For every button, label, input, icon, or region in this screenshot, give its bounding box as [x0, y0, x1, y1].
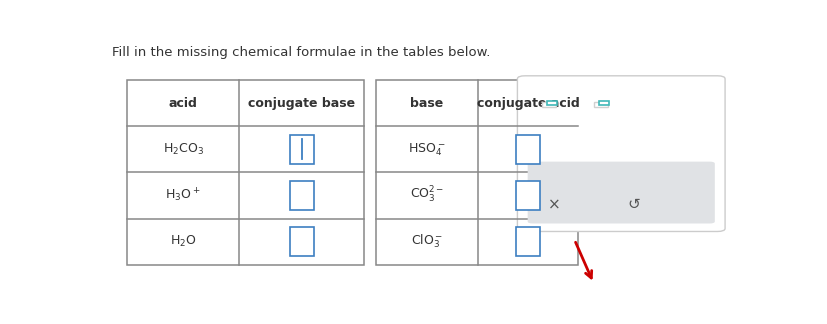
- Bar: [127, 80, 364, 265]
- Text: $\mathrm{HSO_4^-}$: $\mathrm{HSO_4^-}$: [409, 141, 446, 157]
- Text: base: base: [410, 97, 443, 110]
- Text: conjugate base: conjugate base: [248, 97, 356, 110]
- Text: $\mathrm{H_2O}$: $\mathrm{H_2O}$: [170, 234, 197, 249]
- Bar: [516, 227, 539, 256]
- Bar: [543, 102, 557, 107]
- Text: $\mathrm{ClO_3^-}$: $\mathrm{ClO_3^-}$: [411, 233, 443, 250]
- FancyBboxPatch shape: [518, 76, 725, 231]
- Text: ×: ×: [547, 197, 561, 212]
- Bar: [289, 227, 314, 256]
- Text: Fill in the missing chemical formulae in the tables below.: Fill in the missing chemical formulae in…: [112, 46, 490, 59]
- Text: $\mathrm{H_3O^+}$: $\mathrm{H_3O^+}$: [165, 187, 201, 204]
- Text: acid: acid: [169, 97, 198, 110]
- Bar: [516, 135, 539, 164]
- Bar: [547, 101, 557, 105]
- Bar: [375, 80, 577, 265]
- FancyBboxPatch shape: [528, 162, 715, 224]
- Text: $\mathrm{H_2CO_3}$: $\mathrm{H_2CO_3}$: [163, 142, 203, 157]
- Bar: [289, 181, 314, 210]
- Text: $\mathrm{CO_3^{2-}}$: $\mathrm{CO_3^{2-}}$: [410, 185, 444, 205]
- Bar: [289, 135, 314, 164]
- Bar: [600, 101, 609, 105]
- Bar: [516, 181, 539, 210]
- Text: ↺: ↺: [628, 197, 640, 212]
- Text: conjugate acid: conjugate acid: [476, 97, 580, 110]
- Bar: [595, 102, 609, 107]
